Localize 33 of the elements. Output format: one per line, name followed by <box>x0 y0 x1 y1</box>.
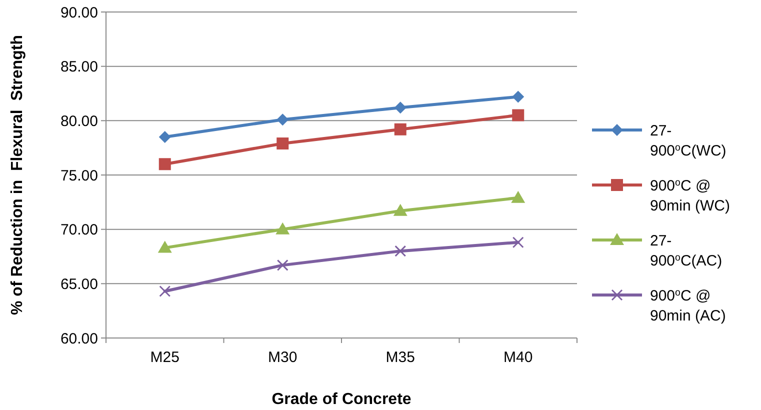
legend-label: 27-900$^{o}$C(WC) <box>650 122 726 160</box>
point <box>276 222 290 234</box>
point <box>394 123 406 136</box>
x-tick-label: M35 <box>386 349 415 366</box>
y-tick-label: 75.00 <box>60 167 98 184</box>
point <box>512 109 524 122</box>
point <box>276 137 289 150</box>
point <box>276 114 289 126</box>
x-tick-label: M40 <box>504 349 533 366</box>
point <box>512 90 524 103</box>
y-tick-label: 85.00 <box>60 58 98 76</box>
y-tick-label: 60.00 <box>60 330 98 348</box>
point <box>511 190 526 203</box>
y-tick-label: 80.00 <box>60 112 98 130</box>
point <box>159 286 171 298</box>
point <box>394 102 406 114</box>
point <box>158 130 171 143</box>
point <box>394 245 406 257</box>
legend-label: 27-900$^{o}$C(AC) <box>650 232 722 270</box>
point <box>393 204 408 216</box>
legend-label: 900$^{o}$C @ 90min (AC) <box>650 286 726 324</box>
point <box>276 259 288 271</box>
x-axis-title: Grade of Concrete <box>272 391 412 408</box>
y-tick-label: 90.00 <box>60 4 98 22</box>
y-tick-label: 65.00 <box>60 276 98 293</box>
y-axis-title: % of Reduction in Flexural Strength <box>9 34 26 316</box>
x-tick-label: M25 <box>150 349 180 366</box>
point <box>512 236 524 248</box>
legend-label: 900$^{o}$C @ 90min (WC) <box>650 176 730 214</box>
point <box>158 158 171 170</box>
x-tick-label: M30 <box>268 349 298 366</box>
point <box>158 240 172 253</box>
y-tick-label: 70.00 <box>60 222 98 239</box>
